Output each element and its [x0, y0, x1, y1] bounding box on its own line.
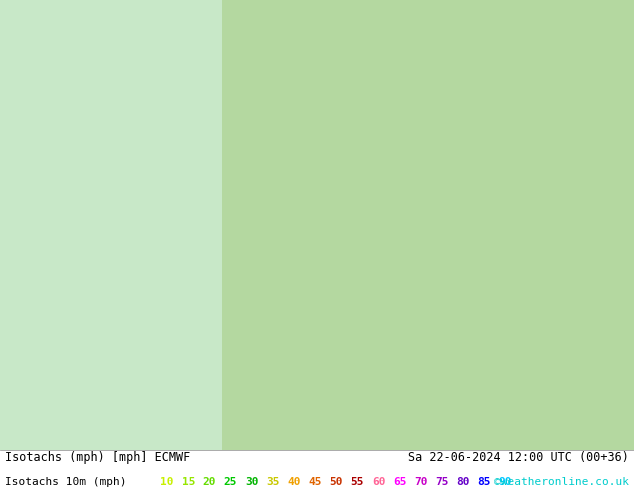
Text: 75: 75 — [436, 477, 449, 487]
Text: 90: 90 — [499, 477, 512, 487]
Text: 10: 10 — [160, 477, 174, 487]
Text: 80: 80 — [456, 477, 470, 487]
Text: 15: 15 — [181, 477, 195, 487]
Bar — [222, 0, 634, 450]
Text: 30: 30 — [245, 477, 259, 487]
Text: 65: 65 — [393, 477, 406, 487]
Text: 60: 60 — [372, 477, 385, 487]
Text: 35: 35 — [266, 477, 280, 487]
Text: 85: 85 — [477, 477, 491, 487]
Text: Sa 22-06-2024 12:00 UTC (00+36): Sa 22-06-2024 12:00 UTC (00+36) — [408, 451, 629, 464]
Text: Isotachs (mph) [mph] ECMWF: Isotachs (mph) [mph] ECMWF — [5, 451, 190, 464]
Text: 70: 70 — [414, 477, 428, 487]
Text: ©weatheronline.co.uk: ©weatheronline.co.uk — [494, 477, 629, 487]
Text: 45: 45 — [308, 477, 322, 487]
Bar — [0, 0, 222, 450]
Text: 40: 40 — [287, 477, 301, 487]
Text: 50: 50 — [330, 477, 343, 487]
Text: 25: 25 — [224, 477, 237, 487]
Text: 55: 55 — [351, 477, 364, 487]
Text: 20: 20 — [203, 477, 216, 487]
Text: Isotachs 10m (mph): Isotachs 10m (mph) — [5, 477, 127, 487]
